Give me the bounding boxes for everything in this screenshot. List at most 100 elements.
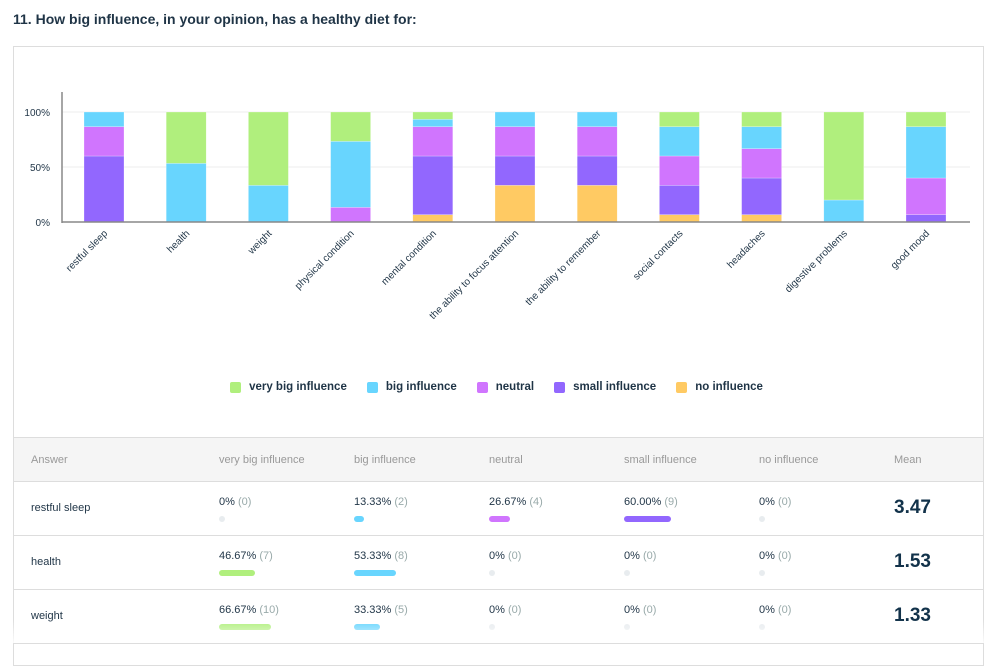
bar-segment-small-influence bbox=[659, 185, 700, 215]
count: (4) bbox=[529, 496, 543, 508]
percent: 66.67% bbox=[219, 604, 257, 616]
answer-label: weight bbox=[31, 610, 63, 622]
legend-item[interactable]: no influence bbox=[676, 381, 763, 393]
percent: 60.00% bbox=[624, 496, 662, 508]
x-tick-label: social contacts bbox=[631, 228, 685, 282]
count: (0) bbox=[777, 604, 792, 616]
bar-segment-big-influence bbox=[741, 126, 782, 149]
x-tick-label: mental condition bbox=[380, 228, 439, 287]
cell-value: 0% (0) bbox=[624, 550, 657, 576]
bar-segment-neutral bbox=[412, 126, 454, 157]
bar-segment-big-influence bbox=[165, 163, 207, 223]
legend-item[interactable]: small influence bbox=[554, 381, 656, 393]
cell-value: 26.67% (4) bbox=[489, 496, 543, 522]
percent: 0% bbox=[624, 604, 640, 616]
percent: 33.33% bbox=[354, 604, 392, 616]
count: (8) bbox=[394, 550, 408, 562]
column-header: Mean bbox=[894, 454, 922, 466]
bar-segment-no-influence bbox=[412, 214, 454, 223]
table-header: Answer very big influence big influence neu… bbox=[14, 437, 983, 482]
bar-segment-neutral bbox=[330, 207, 371, 223]
percent: 0% bbox=[624, 550, 640, 562]
legend-label: small influence bbox=[573, 381, 657, 393]
bar-segment-neutral bbox=[741, 148, 782, 179]
cell-value: 33.33% (5) bbox=[354, 604, 408, 630]
empty-dot bbox=[624, 570, 630, 576]
bar-segment-small-influence bbox=[576, 155, 618, 186]
cell-value: 0% (0) bbox=[624, 604, 657, 630]
percent: 0% bbox=[759, 496, 775, 508]
bar-segment-small-influence bbox=[494, 155, 536, 186]
count: (0) bbox=[642, 550, 657, 562]
bar-segment-big-influence bbox=[330, 141, 371, 208]
answer-label: restful sleep bbox=[31, 502, 91, 514]
mean-value: 3.47 bbox=[894, 497, 931, 518]
percentage-bar bbox=[624, 516, 671, 522]
results-table: Answer very big influence big influence neu… bbox=[14, 437, 983, 644]
y-tick-label: 100% bbox=[24, 108, 50, 119]
legend-swatch bbox=[476, 381, 488, 393]
percentage-bar bbox=[354, 516, 365, 522]
cell-value: 46.67% (7) bbox=[219, 550, 273, 576]
bar-segment-very-big-influence bbox=[165, 111, 207, 164]
bar-segment-very-big-influence bbox=[412, 111, 454, 120]
cell-value: 0% (0) bbox=[489, 604, 522, 630]
empty-dot bbox=[219, 516, 225, 522]
y-tick-label: 0% bbox=[36, 218, 51, 229]
column-header: big influence bbox=[354, 454, 416, 466]
stacked-bar-chart: 0% 50% 100% restful sleep health weight physic… bbox=[24, 92, 970, 322]
bar-segment-big-influence bbox=[83, 111, 125, 127]
legend-swatch bbox=[230, 381, 242, 393]
count: (7) bbox=[259, 550, 273, 562]
count: (0) bbox=[507, 550, 522, 562]
x-tick-label: digestive problems bbox=[783, 228, 850, 295]
bar-segment-small-influence bbox=[83, 155, 125, 223]
bar-segment-big-influence bbox=[576, 111, 618, 127]
empty-dot bbox=[759, 516, 765, 522]
count: (10) bbox=[259, 604, 279, 616]
percentage-bar bbox=[489, 516, 510, 522]
x-tick-label: the ability to remember bbox=[524, 228, 604, 308]
x-tick-label: weight bbox=[246, 228, 275, 257]
mean-value: 1.53 bbox=[894, 551, 931, 572]
cell-value: 0% (0) bbox=[489, 550, 522, 576]
bar-segment-very-big-influence bbox=[741, 111, 782, 127]
cell-value: 0% (0) bbox=[219, 496, 251, 522]
y-tick-label: 50% bbox=[30, 163, 50, 174]
column-header: neutral bbox=[489, 454, 523, 466]
percentage-bar bbox=[354, 570, 396, 576]
bar-segment-very-big-influence bbox=[248, 111, 289, 186]
x-tick-label: the ability to focus attention bbox=[428, 228, 521, 321]
column-header: Answer bbox=[31, 454, 68, 466]
cell-value: 13.33% (2) bbox=[354, 496, 408, 522]
count: (0) bbox=[777, 550, 792, 562]
x-tick-label: physical condition bbox=[293, 228, 357, 292]
percent: 0% bbox=[219, 496, 235, 508]
bar-segment-no-influence bbox=[741, 214, 782, 223]
cell-value: 0% (0) bbox=[759, 550, 792, 576]
bar-segment-neutral bbox=[576, 126, 618, 157]
x-tick-label: restful sleep bbox=[64, 228, 110, 274]
cell-value: 53.33% (8) bbox=[354, 550, 408, 576]
x-tick-label: headaches bbox=[725, 228, 767, 270]
percent: 0% bbox=[759, 550, 775, 562]
count: (2) bbox=[394, 496, 408, 508]
percentage-bar bbox=[219, 570, 256, 576]
legend-item[interactable]: neutral bbox=[476, 381, 534, 393]
bar-segment-no-influence bbox=[659, 214, 700, 223]
legend-item[interactable]: big influence bbox=[366, 381, 457, 393]
percent: 26.67% bbox=[489, 496, 527, 508]
column-header: very big influence bbox=[219, 454, 305, 466]
bar-segment-very-big-influence bbox=[330, 111, 371, 142]
bar-segment-big-influence bbox=[905, 126, 947, 179]
count: (0) bbox=[642, 604, 657, 616]
bar-segment-neutral bbox=[494, 126, 536, 157]
legend-item[interactable]: very big influence bbox=[230, 381, 347, 393]
cell-value: 66.67% (10) bbox=[219, 604, 279, 630]
percent: 0% bbox=[759, 604, 775, 616]
x-tick-label: health bbox=[165, 228, 192, 255]
bar-segment-no-influence bbox=[494, 185, 536, 223]
count: (0) bbox=[777, 496, 792, 508]
count: (0) bbox=[507, 604, 522, 616]
column-header: small influence bbox=[624, 454, 697, 466]
